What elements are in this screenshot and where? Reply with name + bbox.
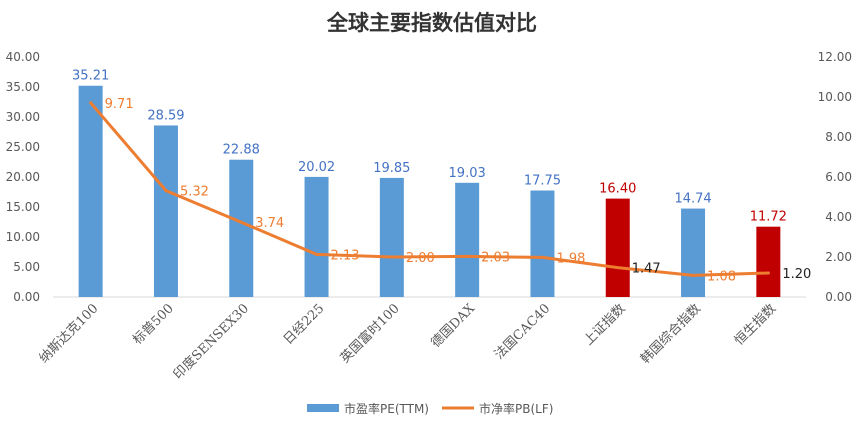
y-left-tick-label: 5.00 [13, 260, 40, 274]
bar [756, 226, 781, 297]
line-point [616, 266, 620, 270]
category-label: 上证指数 [581, 301, 628, 348]
y-left-tick-label: 10.00 [6, 230, 40, 244]
line-point [89, 101, 93, 105]
line-data-label: 1.47 [632, 262, 661, 277]
y-left-tick-label: 30.00 [6, 110, 40, 124]
bar [530, 190, 555, 297]
line-point [390, 255, 394, 259]
line-data-label: 3.74 [255, 216, 284, 231]
bar-data-label: 20.02 [298, 160, 335, 175]
y-left-tick-label: 0.00 [13, 290, 40, 304]
bar-data-label: 17.75 [524, 174, 561, 189]
line-point [315, 252, 319, 256]
category-label: 法国CAC40 [492, 301, 553, 362]
bar-series [78, 85, 781, 298]
category-label: 印度SENSEX30 [170, 301, 252, 383]
line-point [465, 254, 469, 258]
line-point [239, 220, 243, 224]
bar [304, 176, 329, 297]
bar [455, 182, 480, 297]
category-label: 恒生指数 [732, 301, 779, 348]
line-point [164, 189, 168, 193]
line-point [540, 255, 544, 259]
category-label: 日经225 [281, 301, 328, 348]
line-data-label: 9.71 [105, 97, 134, 112]
bar-data-label: 14.74 [674, 192, 711, 207]
y-right-tick-label: 12.00 [818, 50, 852, 64]
y-right-tick-label: 8.00 [825, 130, 852, 144]
bar-data-label: 11.72 [750, 210, 787, 225]
y-right-tick-label: 6.00 [825, 170, 852, 184]
legend-bar-swatch [307, 404, 339, 412]
y-left-tick-label: 15.00 [6, 200, 40, 214]
y-left-tick-label: 20.00 [6, 170, 40, 184]
category-label: 德国DAX [428, 301, 478, 351]
y-left-tick-label: 35.00 [6, 80, 40, 94]
line-data-label: 1.20 [782, 267, 811, 282]
category-label: 韩国综合指数 [638, 301, 704, 367]
line-point [691, 273, 695, 277]
bar [78, 85, 103, 298]
line-series [89, 101, 770, 277]
bar [605, 198, 630, 297]
bar-data-label: 19.85 [373, 161, 410, 176]
line-data-label: 1.98 [556, 251, 585, 266]
bar [379, 177, 404, 297]
y-right-tick-label: 4.00 [825, 210, 852, 224]
bar [229, 159, 254, 297]
line-data-label: 5.32 [180, 185, 209, 200]
bar [681, 208, 706, 297]
category-label: 标普500 [130, 301, 177, 348]
line-data-label: 1.08 [707, 269, 736, 284]
y-right-tick-label: 2.00 [825, 250, 852, 264]
bar-data-label: 28.59 [147, 108, 184, 123]
line-path [89, 101, 770, 277]
legend-line-label: 市净率PB(LF) [479, 401, 553, 416]
bar [153, 125, 178, 298]
line-data-label: 2.13 [331, 248, 360, 263]
legend-bar-label: 市盈率PE(TTM) [344, 401, 429, 416]
data-labels: 35.21 28.59 22.88 20.02 19.85 19.03 17.75 16.40… [72, 69, 811, 285]
category-label: 英国富时100 [337, 301, 403, 367]
category-label: 纳斯达克100 [37, 301, 102, 366]
legend: 市盈率PE(TTM) 市净率PB(LF) [307, 401, 553, 416]
y-right-tick-label: 10.00 [818, 90, 852, 104]
y-right-tick-label: 0.00 [825, 290, 852, 304]
bar-data-label: 35.21 [72, 69, 109, 84]
line-data-label: 2.03 [481, 250, 510, 265]
line-point [766, 271, 770, 275]
axes: 0.00 5.00 10.00 15.00 20.00 25.00 30.00 35.00 40… [6, 50, 852, 304]
chart-title: 全球主要指数估值对比 [326, 10, 537, 35]
bar-data-label: 19.03 [449, 166, 486, 181]
y-left-tick-label: 25.00 [6, 140, 40, 154]
y-left-tick-label: 40.00 [6, 50, 40, 64]
bar-data-label: 22.88 [223, 143, 260, 158]
line-data-label: 2.00 [406, 251, 435, 266]
bar-data-label: 16.40 [599, 182, 636, 197]
